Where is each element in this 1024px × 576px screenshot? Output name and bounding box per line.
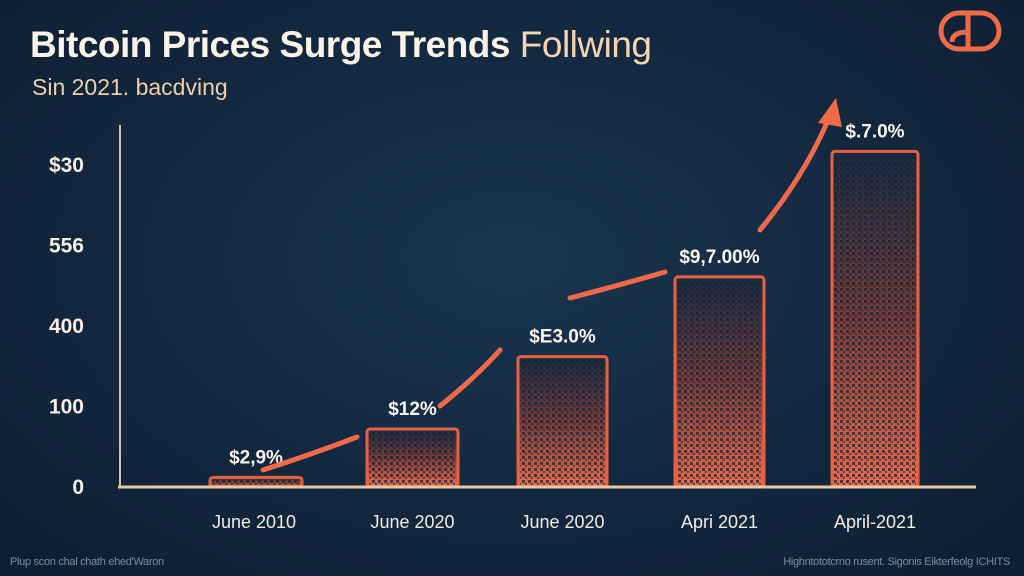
x-tick-label: June 2010 <box>212 512 296 532</box>
trend-arrow-segment <box>757 117 831 233</box>
data-label: $2,9% <box>229 447 283 468</box>
y-tick-label: 556 <box>49 235 84 258</box>
bar-texture <box>369 431 456 485</box>
arrow-head-icon <box>818 98 842 127</box>
orange-circle-logo-icon <box>938 10 1002 52</box>
trend-arrow-segment <box>260 434 360 473</box>
chart-subtitle: Sin 2021. bacdving <box>32 74 228 100</box>
data-label: $E3.0% <box>529 327 596 348</box>
data-label: $.7.0% <box>845 121 904 142</box>
footer-right: Highntototcrno rusent. Sigonis Eikterfeo… <box>783 556 1010 568</box>
title-light: Follwing <box>519 24 652 65</box>
title-bold: Bitcoin Prices Surge Trends <box>30 24 510 65</box>
bar-texture <box>520 358 605 485</box>
chart-title: Bitcoin Prices Surge Trends Follwing <box>30 24 652 66</box>
trend-arrow <box>260 117 831 473</box>
x-tick-label: June 2020 <box>520 512 604 532</box>
data-label: $12% <box>388 399 437 420</box>
bar <box>516 355 609 489</box>
y-tick-label: 0 <box>72 476 84 499</box>
trend-arrow-segment <box>437 347 503 409</box>
bar <box>365 427 460 489</box>
y-tick-label: 100 <box>49 396 84 419</box>
footer-left: Plup scon chal chath ehed'Waron <box>10 556 164 568</box>
bar <box>830 149 920 489</box>
x-tick-label: June 2020 <box>370 512 454 532</box>
bar-texture <box>212 479 300 485</box>
bar-texture <box>677 278 762 485</box>
bar <box>673 275 766 489</box>
y-tick-label: 400 <box>49 315 84 338</box>
x-tick-label: Apri 2021 <box>681 512 758 532</box>
trend-arrow-segment <box>567 269 668 301</box>
x-tick-label: April-2021 <box>834 512 916 532</box>
data-label: $9,7.00% <box>679 247 759 268</box>
y-tick-label: $30 <box>49 154 84 177</box>
bar-texture <box>834 153 916 485</box>
